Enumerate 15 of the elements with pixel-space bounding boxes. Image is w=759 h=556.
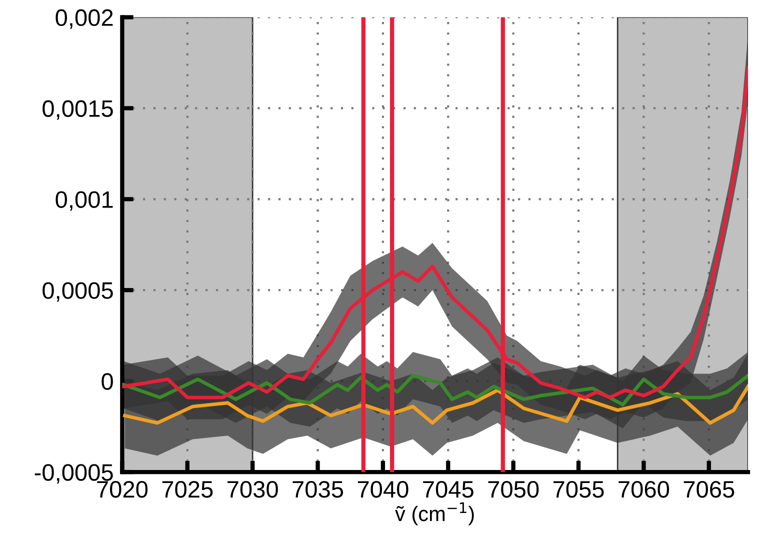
x-tick-label: 7060 — [618, 481, 670, 498]
x-tick-label: 7055 — [553, 481, 604, 498]
y-tick-label: 0,0005 — [42, 282, 113, 302]
x-tick-label: 7040 — [358, 481, 408, 498]
x-tick-label: 7045 — [423, 481, 474, 498]
x-tick-label: 7030 — [228, 481, 278, 498]
x-tick-label: 7025 — [162, 481, 213, 498]
y-tick-label: 0,0015 — [42, 100, 113, 120]
y-tick-label: 0,002 — [56, 9, 113, 29]
y-tick-label: 0 — [102, 373, 113, 390]
x-tick-label: 7065 — [684, 481, 734, 498]
x-tick-label: 7050 — [488, 481, 539, 498]
x-axis-title: ṽ (cm$^{−1}$) — [395, 502, 474, 526]
x-tick-label: 7035 — [292, 481, 344, 498]
y-tick-label: 0,001 — [56, 191, 113, 211]
